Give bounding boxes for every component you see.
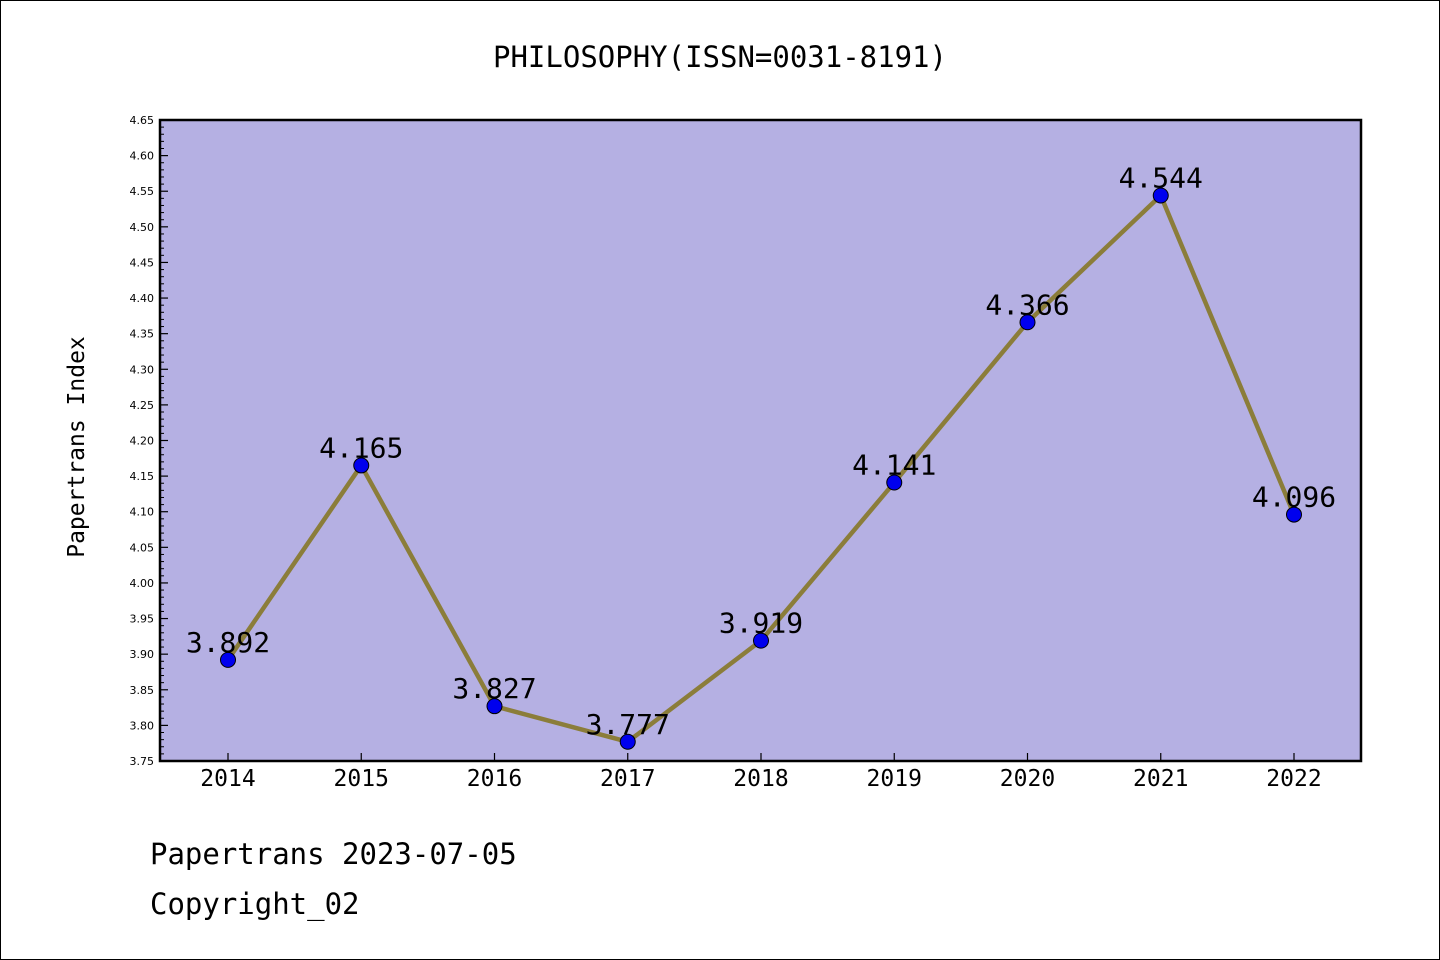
- y-axis-label: Papertrans Index: [64, 336, 90, 558]
- data-point-marker: [753, 632, 769, 649]
- data-point-marker: [886, 474, 903, 491]
- data-label: 4.544: [1119, 161, 1203, 194]
- x-tick-label: 2020: [1000, 766, 1055, 792]
- x-tick-label: 2017: [600, 766, 655, 792]
- data-label: 3.892: [186, 626, 270, 659]
- y-tick-label: 4.10: [130, 506, 155, 519]
- data-label: 4.096: [1252, 481, 1336, 514]
- chart-title: PHILOSOPHY(ISSN=0031-8191): [493, 40, 947, 74]
- data-point-marker: [486, 698, 503, 715]
- data-point-marker: [1152, 187, 1169, 204]
- y-tick-label: 3.85: [130, 684, 155, 697]
- y-tick-label: 4.35: [130, 328, 155, 341]
- y-tick-label: 4.60: [130, 150, 155, 163]
- y-tick-label: 4.15: [130, 470, 155, 483]
- y-tick-label: 3.95: [130, 613, 155, 626]
- data-label: 4.165: [319, 431, 403, 464]
- series-group: [220, 187, 1302, 750]
- x-tick-label: 2014: [200, 766, 255, 792]
- x-tick-label: 2021: [1133, 766, 1188, 792]
- data-label: 3.777: [586, 708, 670, 741]
- y-tick-label: 3.80: [130, 719, 155, 732]
- data-label: 4.141: [852, 449, 936, 482]
- plot-area: [158, 118, 1363, 763]
- y-tick-label: 4.50: [130, 221, 155, 234]
- footer-copyright: Copyright_02: [150, 887, 360, 922]
- y-tick-label: 4.30: [130, 363, 155, 376]
- y-tick-label: 3.90: [130, 648, 155, 661]
- x-tick-label: 2018: [733, 766, 788, 792]
- footer-date: Papertrans 2023-07-05: [150, 837, 517, 871]
- y-tick-label: 4.45: [130, 256, 155, 269]
- data-point-marker: [220, 651, 236, 668]
- y-axis-ticks: 3.75 3.80 3.85 3.90 3.95 4.00 4.05 4.10 4.15 4.20…: [130, 114, 168, 768]
- x-axis-ticks: 2014 2015 2016 2017 2018 2019 2020 2021 2022: [200, 753, 1322, 792]
- y-tick-label: 4.65: [130, 114, 155, 127]
- data-point-marker: [1019, 314, 1036, 331]
- y-tick-label: 4.25: [130, 399, 155, 412]
- x-tick-label: 2022: [1266, 766, 1321, 792]
- data-label: 3.919: [719, 607, 803, 640]
- y-tick-label: 3.75: [130, 755, 155, 768]
- data-label: 4.366: [985, 288, 1069, 321]
- data-label: 3.827: [452, 672, 536, 705]
- data-labels: 3.892 4.165 3.827 3.777 3.919 4.141 4.366 4.544…: [186, 161, 1336, 740]
- data-point-marker: [619, 733, 636, 750]
- y-tick-label: 4.00: [130, 577, 155, 590]
- data-point-marker: [1286, 506, 1302, 523]
- y-tick-label: 4.40: [130, 292, 155, 305]
- x-tick-label: 2015: [334, 766, 389, 792]
- y-tick-label: 4.05: [130, 541, 155, 554]
- x-tick-label: 2016: [467, 766, 522, 792]
- x-tick-label: 2019: [867, 766, 922, 792]
- y-tick-label: 4.20: [130, 435, 155, 448]
- y-tick-label: 4.55: [130, 185, 155, 198]
- data-point-marker: [353, 457, 370, 474]
